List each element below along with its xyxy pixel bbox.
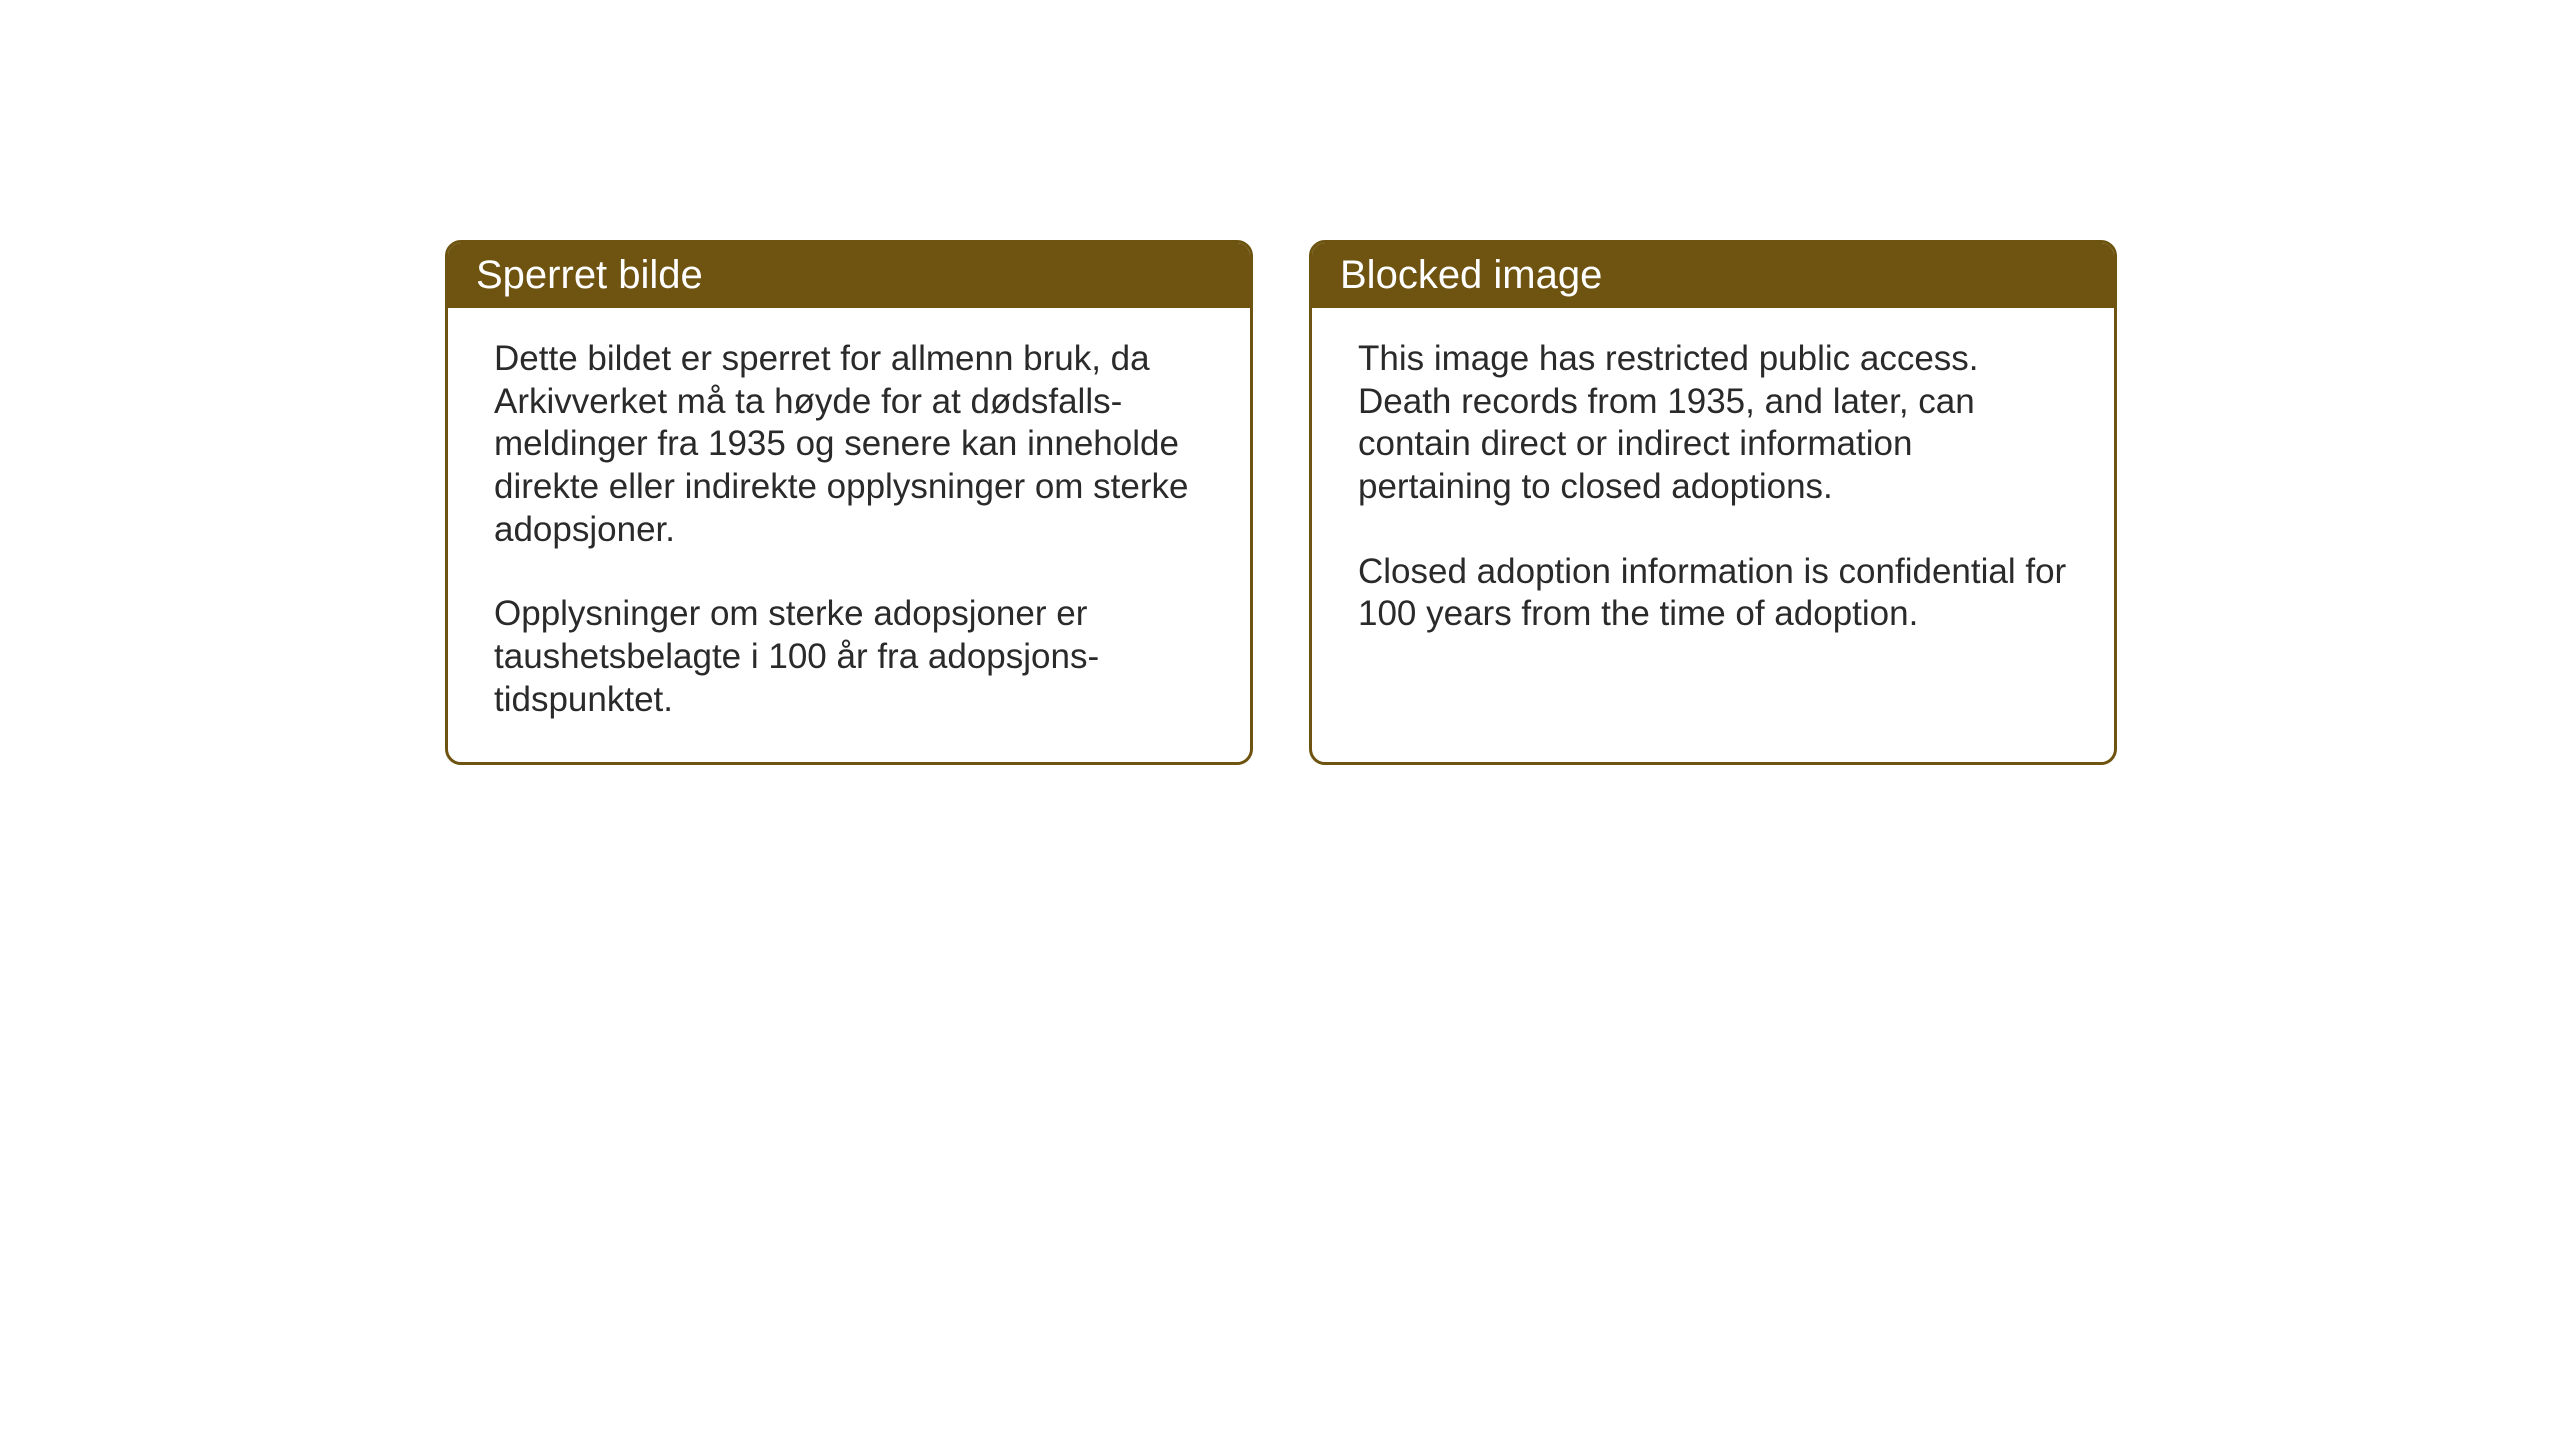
notice-body-english: This image has restricted public access.… [1312, 308, 2114, 728]
notice-body-norwegian: Dette bildet er sperret for allmenn bruk… [448, 308, 1250, 762]
notice-paragraph: Dette bildet er sperret for allmenn bruk… [494, 338, 1204, 551]
notice-paragraph: This image has restricted public access.… [1358, 338, 2068, 509]
notice-box-english: Blocked image This image has restricted … [1309, 240, 2117, 765]
notice-paragraph: Closed adoption information is confident… [1358, 551, 2068, 636]
notice-box-norwegian: Sperret bilde Dette bildet er sperret fo… [445, 240, 1253, 765]
notice-header-english: Blocked image [1312, 243, 2114, 308]
notice-header-norwegian: Sperret bilde [448, 243, 1250, 308]
notice-paragraph: Opplysninger om sterke adopsjoner er tau… [494, 593, 1204, 721]
notice-container: Sperret bilde Dette bildet er sperret fo… [0, 0, 2560, 765]
